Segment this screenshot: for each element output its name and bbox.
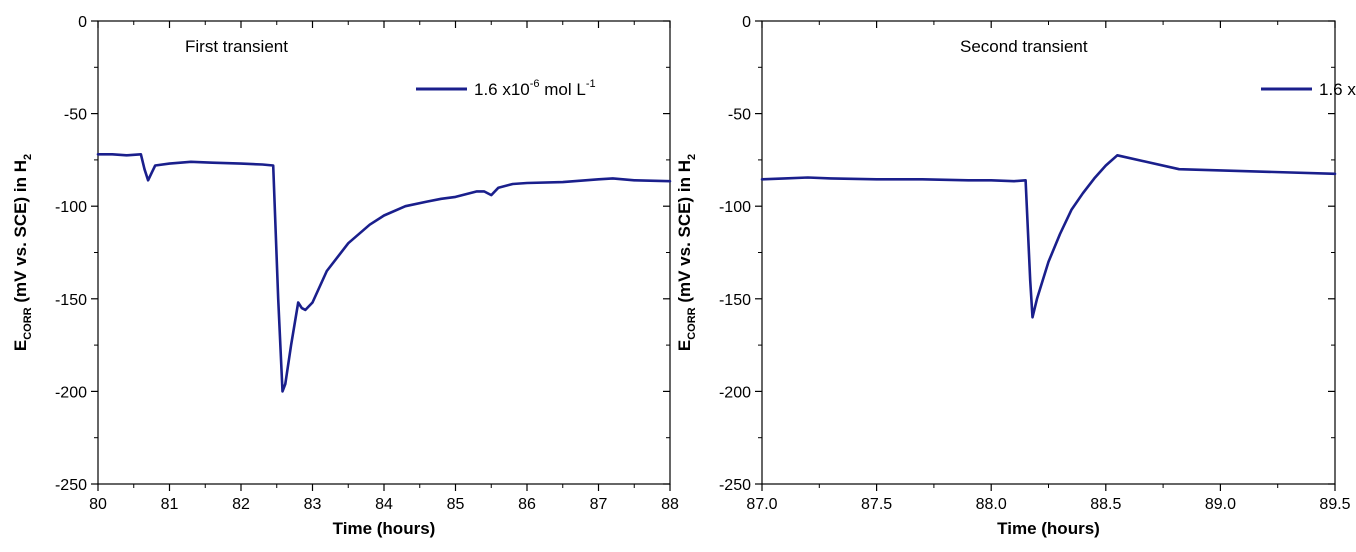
x-axis-title: Time (hours) <box>333 519 436 538</box>
y-tick-label: 0 <box>78 14 87 31</box>
series-line-1 <box>760 154 1337 319</box>
chart-annotation: First transient <box>185 37 288 56</box>
x-tick-label: 89.5 <box>1319 496 1350 513</box>
x-tick-label: 87.5 <box>861 496 892 513</box>
chart-annotation: Second transient <box>960 37 1088 56</box>
series-line-1 <box>96 153 672 393</box>
y-axis-title: ECORR (mV vs. SCE) in H2 <box>11 154 34 351</box>
y-tick-label: -50 <box>728 107 751 124</box>
x-tick-label: 87.0 <box>746 496 777 513</box>
y-tick-label: -100 <box>719 199 751 216</box>
legend-label: 1.6 x10-6 mol L-1 <box>474 78 596 99</box>
y-tick-label: -250 <box>55 477 87 494</box>
y-tick-label: -50 <box>64 107 87 124</box>
y-tick-label: -250 <box>719 477 751 494</box>
y-tick-label: -150 <box>719 292 751 309</box>
y-tick-label: -150 <box>55 292 87 309</box>
y-tick-label: -200 <box>719 384 751 401</box>
x-tick-label: 84 <box>375 496 393 513</box>
x-tick-label: 81 <box>161 496 179 513</box>
x-tick-label: 88 <box>661 496 679 513</box>
x-tick-label: 88.5 <box>1090 496 1121 513</box>
x-tick-label: 83 <box>304 496 322 513</box>
x-axis-title: Time (hours) <box>997 519 1100 538</box>
plot-frame <box>761 20 1336 485</box>
y-tick-label: -200 <box>55 384 87 401</box>
x-tick-label: 87 <box>590 496 608 513</box>
x-tick-label: 82 <box>232 496 250 513</box>
x-tick-label: 89.0 <box>1205 496 1236 513</box>
legend-label: 1.6 x10-6 mol L-1 <box>1319 78 1356 99</box>
chart-panel-1: 80 81 82 83 84 85 86 87 88 0 -50 -100 -150 -200 -250 Ti… <box>11 14 679 538</box>
x-tick-label: 80 <box>89 496 107 513</box>
y-axis-title: ECORR (mV vs. SCE) in H2 <box>675 154 698 351</box>
x-tick-label: 86 <box>518 496 536 513</box>
x-tick-label: 88.0 <box>976 496 1007 513</box>
y-tick-label: 0 <box>742 14 751 31</box>
chart-panel-2: 87.0 87.5 88.0 88.5 89.0 89.5 0 -50 -100 -150 -200… <box>675 14 1356 538</box>
y-tick-label: -100 <box>55 199 87 216</box>
x-tick-label: 85 <box>447 496 465 513</box>
